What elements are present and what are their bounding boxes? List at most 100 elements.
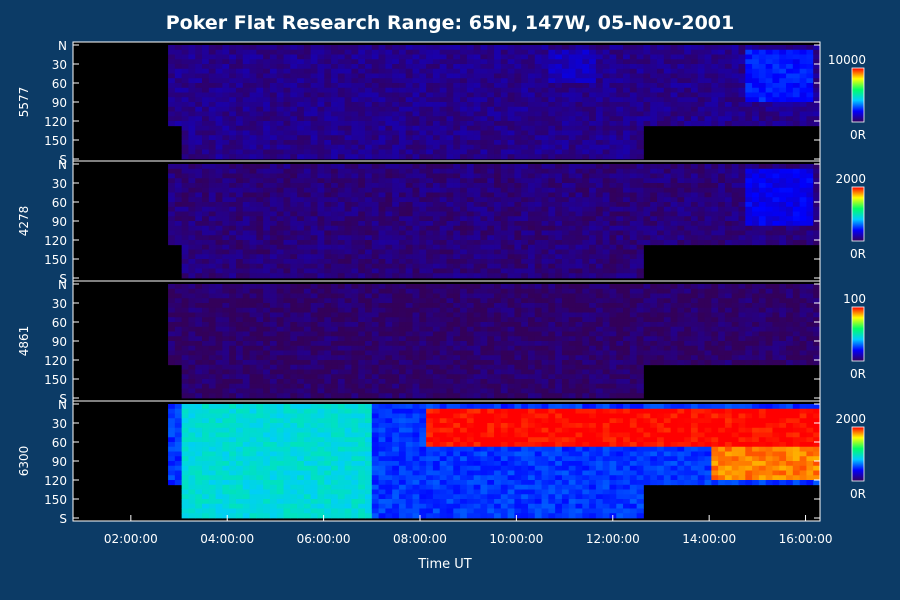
heatmap-cell [460, 111, 468, 117]
heatmap-cell [786, 197, 794, 203]
heatmap-cell [371, 154, 379, 160]
heatmap-cell [426, 154, 434, 160]
heatmap-cell [195, 54, 203, 60]
heatmap-cell [643, 83, 651, 89]
heatmap-cell [663, 197, 671, 203]
heatmap-cell [582, 97, 590, 103]
heatmap-cell [568, 173, 576, 179]
heatmap-cell [786, 192, 794, 198]
heatmap-cell [249, 322, 257, 328]
heatmap-cell [351, 154, 359, 160]
heatmap-cell [514, 102, 522, 108]
heatmap-cell [473, 263, 481, 269]
heatmap-cell [534, 135, 542, 141]
heatmap-cell [405, 121, 413, 127]
heatmap-cell [202, 121, 210, 127]
heatmap-cell [555, 125, 563, 131]
heatmap-cell [235, 106, 244, 112]
heatmap-cell [181, 293, 189, 299]
heatmap-cell [453, 240, 461, 246]
heatmap-cell [561, 140, 570, 146]
heatmap-cell [222, 164, 230, 170]
heatmap-cell [561, 59, 570, 65]
heatmap-cell [378, 64, 386, 70]
heatmap-cell [711, 168, 719, 174]
heatmap-cell [453, 149, 461, 155]
heatmap-cell [317, 168, 325, 174]
heatmap-cell [419, 268, 427, 274]
heatmap-cell [215, 216, 223, 222]
heatmap-cell [555, 202, 563, 208]
heatmap-cell [208, 254, 217, 260]
heatmap-cell [242, 341, 250, 347]
heatmap-cell [670, 78, 678, 84]
heatmap-cell [276, 144, 284, 150]
heatmap-cell [412, 249, 420, 255]
heatmap-cell [324, 64, 332, 70]
heatmap-cell [337, 254, 346, 260]
heatmap-cell [229, 202, 237, 208]
heatmap-cell [263, 111, 271, 117]
heatmap-cell [521, 45, 529, 51]
heatmap-cell [494, 73, 502, 79]
heatmap-cell [188, 178, 196, 184]
heatmap-cell [317, 293, 325, 299]
heatmap-cell [249, 298, 257, 304]
heatmap-cell [202, 336, 210, 342]
heatmap-cell [792, 202, 801, 208]
heatmap-cell [344, 379, 352, 385]
heatmap-cell [337, 49, 346, 55]
heatmap-cell [263, 64, 271, 70]
heatmap-cell [324, 211, 332, 217]
heatmap-cell [466, 254, 475, 260]
heatmap-cell [188, 379, 196, 385]
heatmap-cell [575, 249, 583, 255]
heatmap-cell [426, 121, 434, 127]
heatmap-cell [602, 121, 610, 127]
heatmap-cell [534, 254, 542, 260]
heatmap-cell [290, 317, 298, 323]
heatmap-cell [439, 263, 447, 269]
heatmap-cell [168, 293, 176, 299]
heatmap-cell [412, 273, 420, 279]
heatmap-cell [609, 230, 617, 236]
heatmap-cell [731, 106, 739, 112]
heatmap-cell [365, 168, 373, 174]
heatmap-cell [589, 83, 597, 89]
heatmap-cell [799, 111, 807, 117]
heatmap-cell [487, 192, 495, 198]
heatmap-cell [283, 78, 291, 84]
heatmap-cell [670, 164, 678, 170]
heatmap-cell [385, 168, 393, 174]
heatmap-cell [256, 116, 264, 122]
heatmap-cell [242, 298, 250, 304]
heatmap-cell [351, 249, 359, 255]
heatmap-cell [283, 64, 291, 70]
heatmap-cell [555, 87, 563, 93]
heatmap-cell [303, 183, 312, 189]
heatmap-cell [602, 125, 610, 131]
heatmap-cell [378, 259, 386, 265]
heatmap-cell [188, 64, 196, 70]
heatmap-cell [263, 102, 271, 108]
heatmap-cell [215, 383, 223, 389]
heatmap-cell [235, 216, 244, 222]
heatmap-cell [398, 97, 407, 103]
heatmap-cell [432, 135, 441, 141]
heatmap-cell [188, 221, 196, 227]
heatmap-cell [527, 102, 536, 108]
heatmap-cell [799, 197, 807, 203]
heatmap-cell [426, 168, 434, 174]
heatmap-cell [344, 135, 352, 141]
heatmap-cell [453, 221, 461, 227]
heatmap-cell [426, 68, 434, 74]
heatmap-cell [684, 183, 692, 189]
heatmap-cell [242, 49, 250, 55]
heatmap-cell [568, 45, 576, 51]
heatmap-cell [324, 183, 332, 189]
heatmap-cell [718, 221, 726, 227]
heatmap-cell [351, 73, 359, 79]
heatmap-cell [188, 355, 196, 361]
heatmap-cell [303, 178, 312, 184]
heatmap-cell [765, 68, 773, 74]
